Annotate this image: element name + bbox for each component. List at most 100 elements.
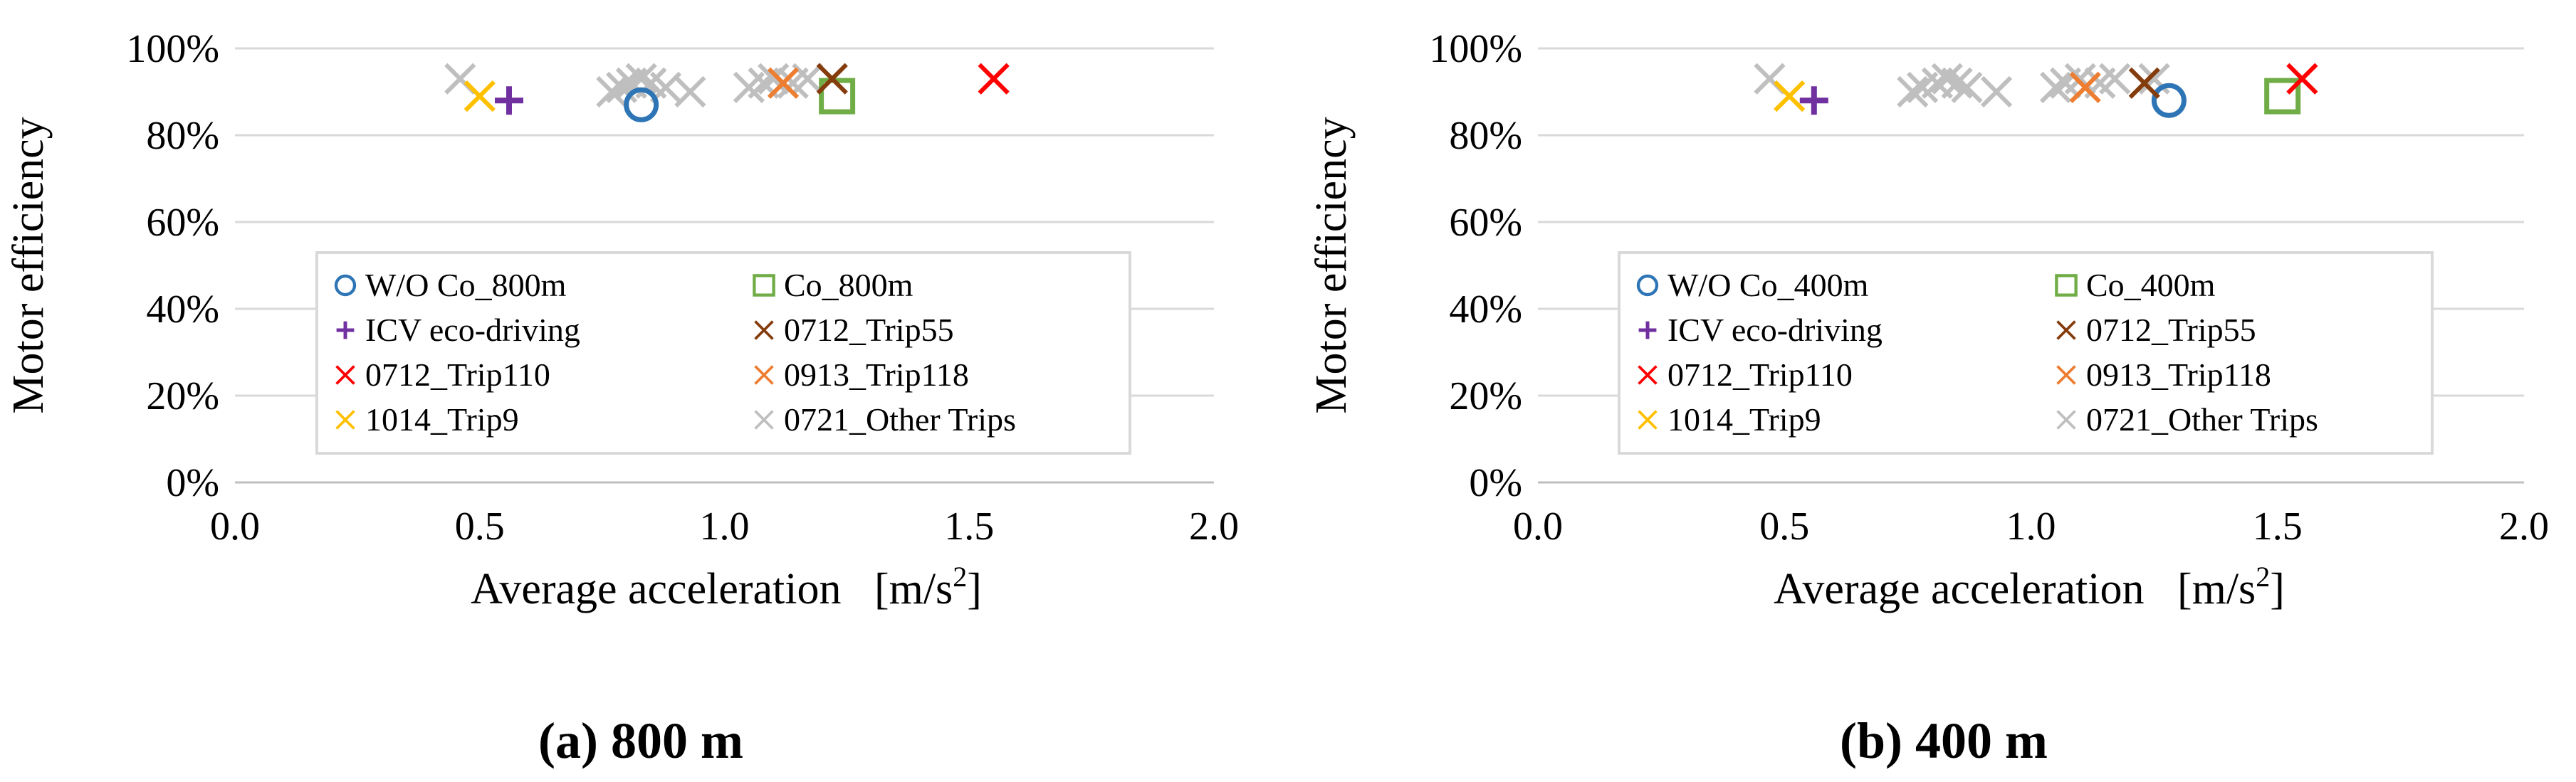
x-tick-label: 1.5: [944, 504, 994, 549]
legend-label: W/O Co_400m: [1667, 267, 1869, 303]
data-point-x: [625, 63, 657, 95]
legend-marker-x: [1638, 365, 1658, 385]
data-point-x: [767, 67, 800, 99]
legend-marker: [2055, 274, 2078, 297]
legend-label: W/O Co_800m: [365, 267, 567, 303]
legend-marker: [1638, 365, 1658, 385]
legend-marker: [1636, 274, 1659, 297]
legend-label: 1014_Trip9: [1667, 401, 1821, 438]
x-tick-label: 1.0: [700, 504, 750, 549]
x-axis-label: Average acceleration [m/s2]: [1774, 561, 2285, 613]
legend-label: 0712_Trip55: [784, 312, 954, 348]
y-tick-label: 40%: [146, 287, 219, 332]
legend-marker: [2056, 365, 2076, 385]
legend-label: ICV eco-driving: [1667, 312, 1883, 348]
legend-marker-x: [335, 410, 355, 430]
legend-marker-x: [2056, 320, 2076, 340]
x-tick-label: 2.0: [2499, 504, 2549, 549]
legend-marker: [2056, 320, 2076, 340]
legend-marker: [335, 410, 355, 430]
chart-panel-b: 0% 20% 40% 60% 80% 100% 0.0 0.5 1.0 1.5 2.0 Average…: [1307, 27, 2549, 769]
data-point-x: [1931, 63, 1963, 95]
legend-label: 0712_Trip55: [2086, 312, 2256, 348]
legend-marker-circle: [334, 274, 357, 297]
data-point-circle: [2151, 83, 2187, 118]
chart-panel-a: 0% 20% 40% 60% 80% 100% 0.0 0.5 1.0 1.5 2.0 Average…: [4, 27, 1239, 769]
legend-marker: [335, 365, 355, 385]
x-tick-label: 0.5: [1759, 504, 1809, 549]
data-point-x: [2099, 63, 2131, 95]
legend-label: 1014_Trip9: [365, 401, 519, 438]
data-point-x: [1951, 71, 1983, 104]
legend-label: 0712_Trip110: [365, 356, 550, 393]
legend-marker: [334, 274, 357, 297]
data-point-x: [2069, 71, 2101, 104]
legend-marker: [2056, 410, 2076, 430]
legend-label: 0721_Other Trips: [784, 401, 1016, 438]
legend-marker-square: [753, 274, 775, 297]
y-tick-label: 40%: [1449, 287, 1522, 332]
data-point-x: [1941, 67, 1973, 99]
data-point-plus: [1799, 86, 1828, 115]
legend-marker-x: [2056, 365, 2076, 385]
legend-marker-x: [1638, 410, 1658, 430]
legend-label: 0913_Trip118: [784, 356, 969, 393]
y-tick-label: 20%: [1449, 374, 1522, 418]
legend-marker-plus: [1638, 321, 1657, 339]
data-point-circle: [624, 87, 659, 122]
panel-caption: (b) 400 m: [1840, 712, 2048, 769]
legend-marker: [336, 321, 355, 339]
legend-marker-x: [2056, 410, 2076, 430]
legend-marker: [1638, 410, 1658, 430]
x-tick-label: 2.0: [1189, 504, 1239, 549]
data-point-square: [2264, 78, 2301, 115]
x-tick-label: 0.0: [210, 504, 260, 549]
y-tick-label: 60%: [146, 201, 219, 245]
legend-marker: [753, 274, 775, 297]
data-point-x: [978, 63, 1010, 95]
legend-label: Co_400m: [2086, 267, 2216, 303]
legend-marker: [754, 320, 774, 340]
data-point-x: [758, 63, 790, 95]
data-point-square: [819, 78, 856, 115]
legend-marker-x: [754, 410, 774, 430]
legend-label: 0721_Other Trips: [2086, 401, 2318, 438]
y-tick-label: 0%: [1469, 461, 1522, 505]
x-tick-label: 1.0: [2006, 504, 2056, 549]
y-axis-label: Motor efficiency: [1307, 117, 1356, 413]
y-tick-label: 100%: [1429, 27, 1522, 71]
legend: W/O Co_400m Co_400m ICV eco-driving 0712_Tr…: [1618, 251, 2434, 455]
legend-marker: [1638, 321, 1657, 339]
x-tick-label: 0.5: [455, 504, 505, 549]
legend-label: Co_800m: [784, 267, 913, 303]
y-tick-label: 80%: [1449, 114, 1522, 158]
legend-marker-x: [754, 365, 774, 385]
x-axis-label: Average acceleration [m/s2]: [471, 561, 982, 613]
data-point-x: [2064, 63, 2096, 95]
x-tick-label: 1.5: [2253, 504, 2303, 549]
legend-marker-circle: [1636, 274, 1659, 297]
legend-marker-plus: [336, 321, 355, 339]
legend-label: 0913_Trip118: [2086, 356, 2271, 393]
y-tick-label: 0%: [166, 461, 219, 505]
data-point-x: [674, 75, 706, 108]
data-point-plus: [495, 86, 523, 115]
legend-marker-x: [754, 320, 774, 340]
y-tick-label: 100%: [126, 27, 219, 71]
data-point-x: [1897, 75, 1929, 108]
y-tick-label: 80%: [146, 114, 219, 158]
y-tick-label: 60%: [1449, 201, 1522, 245]
data-point-x: [792, 63, 824, 95]
legend-box: [1618, 251, 2434, 455]
x-tick-label: 0.0: [1513, 504, 1563, 549]
legend-label: ICV eco-driving: [365, 312, 580, 348]
data-point-x: [816, 63, 848, 95]
data-point-x: [464, 80, 496, 112]
y-axis-label: Motor efficiency: [4, 117, 53, 413]
panel-caption: (a) 800 m: [538, 712, 743, 769]
legend-marker-x: [335, 365, 355, 385]
data-point-x: [2286, 63, 2318, 95]
legend: W/O Co_800m Co_800m ICV eco-driving 0712_Tr…: [315, 251, 1131, 455]
legend-marker-square: [2055, 274, 2078, 297]
data-point-x: [1774, 80, 1806, 112]
